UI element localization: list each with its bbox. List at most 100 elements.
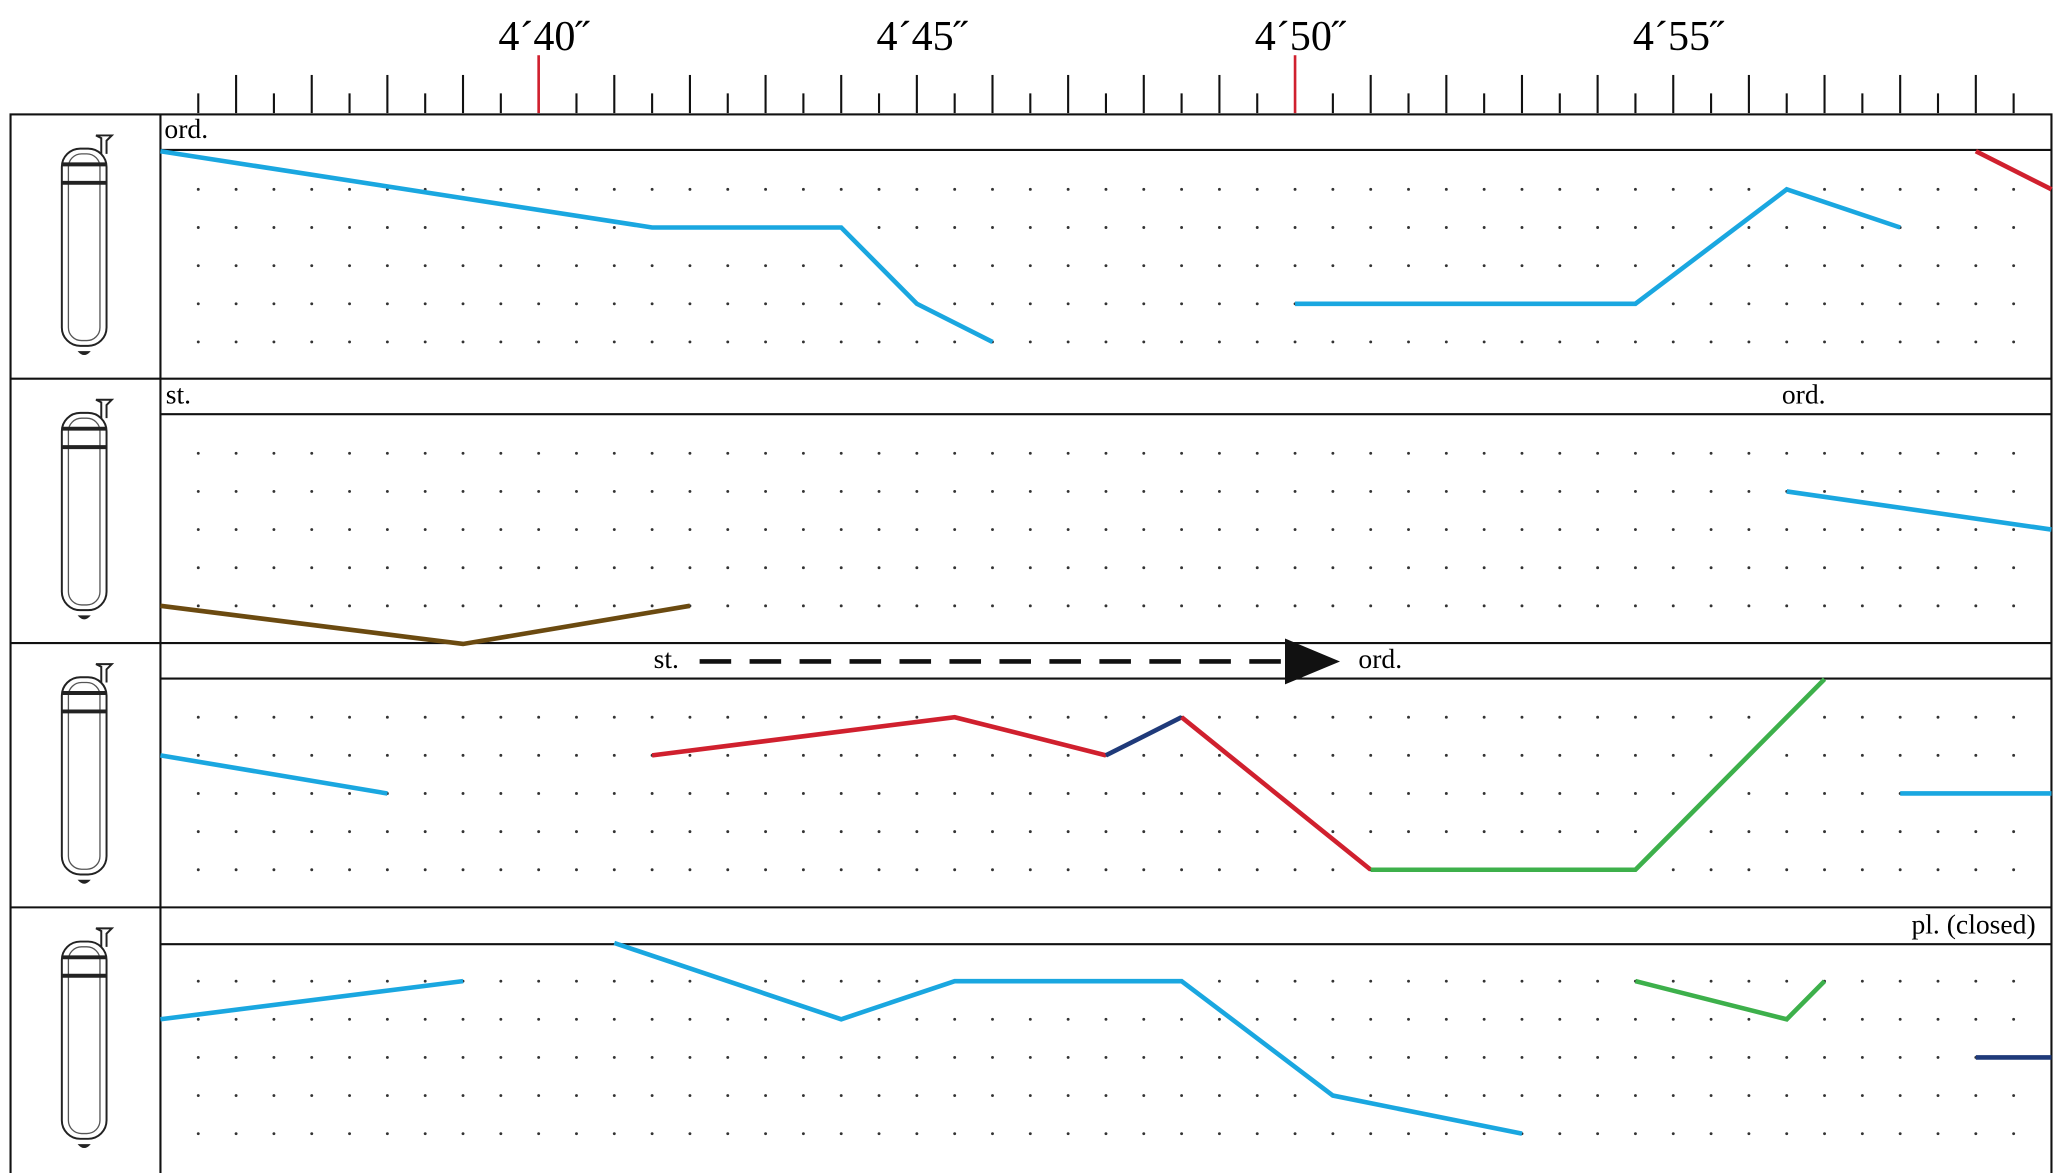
grid-dot: [1747, 1055, 1751, 1059]
grid-dot: [1066, 528, 1070, 532]
grid-dot: [1558, 226, 1562, 229]
grid-dot: [1180, 604, 1184, 608]
grid-dot: [234, 340, 238, 344]
grid-dot: [499, 566, 503, 570]
grid-dot: [839, 451, 843, 455]
grid-dot: [1482, 1017, 1486, 1021]
grid-dot: [1520, 451, 1524, 455]
grid-dot: [1596, 1017, 1600, 1021]
grid-dot: [499, 226, 503, 229]
grid-dot: [348, 1055, 352, 1059]
grid-dot: [764, 868, 768, 872]
grid-dot: [1596, 340, 1600, 344]
grid-dot: [1898, 830, 1902, 834]
grid-dot: [461, 1017, 465, 1021]
grid-dot: [1520, 1017, 1524, 1021]
grid-dot: [1482, 566, 1486, 570]
grid-dot: [612, 1094, 616, 1097]
grid-dot: [348, 1094, 352, 1097]
grid-dot: [1066, 489, 1070, 493]
grid-dot: [499, 187, 503, 191]
grid-dot: [764, 489, 768, 493]
pitch-line: [1370, 677, 1827, 873]
grid-dot: [499, 979, 503, 983]
grid-dot: [1066, 753, 1070, 757]
grid-dot: [1747, 226, 1751, 229]
grid-dot: [991, 528, 994, 532]
grid-dot: [234, 528, 238, 532]
grid-dot: [1671, 302, 1675, 306]
grid-dot: [1671, 1055, 1675, 1059]
grid-dot: [1482, 753, 1486, 757]
grid-dot: [877, 187, 881, 191]
grid-dot: [1898, 302, 1902, 306]
grid-dot: [1558, 604, 1562, 608]
grid-dot: [1633, 604, 1637, 608]
grid-dot: [1520, 489, 1524, 493]
grid-dot: [877, 566, 881, 570]
grid-dot: [764, 451, 768, 455]
grid-dot: [1936, 1055, 1940, 1059]
grid-dot: [839, 1055, 843, 1059]
grid-dot: [461, 264, 465, 268]
grid-dot: [385, 451, 389, 455]
grid-dot: [612, 830, 616, 834]
grid-dot: [953, 528, 957, 532]
grid-dot: [1936, 226, 1940, 229]
grid-dot: [1860, 1132, 1864, 1136]
grid-dot: [1671, 979, 1675, 983]
grid-dot: [1709, 264, 1713, 268]
grid-dot: [1520, 1094, 1524, 1097]
grid-dot: [1747, 1094, 1751, 1097]
grid-dot: [1671, 340, 1675, 344]
grid-dot: [612, 451, 616, 455]
grid-dot: [1823, 753, 1826, 757]
grid-dot: [1066, 264, 1070, 268]
grid-dot: [1482, 489, 1486, 493]
tick-label: 4´45˝: [877, 14, 969, 60]
grid-dot: [1331, 830, 1335, 834]
grid-dot: [234, 226, 238, 229]
grid-dot: [1255, 868, 1259, 872]
grid-dot: [1747, 187, 1751, 191]
grid-dot: [310, 302, 314, 306]
grid-dot: [2012, 1132, 2016, 1136]
grid-dot: [461, 226, 465, 229]
grid-dot: [537, 1055, 541, 1059]
grid-dot: [1520, 979, 1524, 983]
grid-dot: [991, 792, 994, 795]
grid-dot: [1633, 1055, 1637, 1059]
grid-dot: [348, 302, 352, 306]
grid-dot: [1898, 528, 1902, 532]
grid-dot: [385, 753, 389, 757]
grid-dot: [1293, 1055, 1297, 1059]
grid-dot: [423, 1132, 427, 1136]
grid-dot: [1104, 566, 1108, 570]
grid-dot: [991, 302, 994, 306]
pitch-line: [1104, 715, 1183, 758]
grid-dot: [1747, 302, 1751, 306]
grid-dot: [1217, 1017, 1221, 1021]
grid-dot: [612, 792, 616, 795]
grid-dot: [234, 302, 238, 306]
grid-dot: [1255, 528, 1259, 532]
grid-dot: [1709, 1132, 1713, 1136]
grid-dot: [953, 604, 957, 608]
grid-dot: [310, 566, 314, 570]
grid-dot: [499, 489, 503, 493]
grid-dot: [423, 830, 427, 834]
grid-dot: [1633, 1132, 1637, 1136]
grid-dot: [877, 753, 881, 757]
grid-dot: [1633, 226, 1637, 229]
pitch-line: [651, 714, 1107, 758]
technique-label: pl. (closed): [1911, 908, 2035, 939]
grid-dot: [877, 830, 881, 834]
grid-dot: [1293, 868, 1297, 872]
grid-dot: [650, 792, 654, 795]
grid-dot: [612, 868, 616, 872]
grid-dot: [423, 792, 427, 795]
pitch-line: [160, 978, 464, 1022]
grid-dot: [991, 566, 994, 570]
grid-dot: [953, 264, 957, 268]
grid-dot: [915, 1094, 919, 1097]
